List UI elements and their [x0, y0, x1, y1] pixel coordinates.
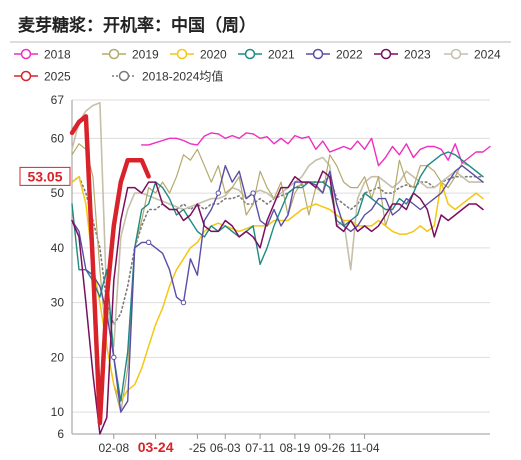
- value-callout: 53.05: [19, 166, 71, 186]
- legend-label: 2022: [336, 48, 363, 62]
- series-line-2025: [69, 114, 151, 426]
- y-tick-label: 60: [51, 131, 65, 145]
- series-line-2020: [71, 175, 484, 402]
- legend-label: 2018-2024均值: [142, 69, 223, 84]
- y-tick-label: 20: [51, 350, 65, 364]
- x-axis: 02-08 03-24 -25 06-03 07-11 08-19 09-26 11-04: [72, 433, 490, 455]
- y-tick-label: 10: [51, 405, 65, 419]
- legend-marker: [244, 48, 256, 60]
- legend-marker: [108, 48, 120, 60]
- legend-marker: [118, 70, 130, 82]
- y-tick-label: 6: [57, 427, 64, 441]
- y-axis: 6 10 20 30 40 50 60 67: [51, 93, 73, 441]
- legend-item-2019: 2019: [102, 48, 159, 62]
- value-callout-label: 53.05: [27, 168, 62, 184]
- series-line-2022: [71, 164, 484, 413]
- y-tick-label: 67: [51, 93, 65, 107]
- x-tick-label: -25: [189, 441, 207, 455]
- series-line-2023: [71, 170, 484, 435]
- x-tick-label: 06-03: [210, 441, 241, 455]
- series-marker-2022: [145, 239, 152, 246]
- series-marker-2022: [250, 190, 256, 196]
- value-callout-box: [19, 166, 71, 186]
- x-tick-label: 02-08: [98, 441, 129, 455]
- legend-marker: [450, 48, 462, 60]
- legend-item-2018-2024: 2018-2024均值: [112, 69, 223, 84]
- legend-marker: [20, 48, 32, 60]
- legend-label: 2020: [200, 48, 227, 62]
- legend-label: 2024: [474, 48, 501, 62]
- x-tick-label: 11-04: [350, 441, 380, 455]
- legend-item-2021: 2021: [238, 48, 295, 62]
- legend-marker: [20, 70, 32, 82]
- legend-item-2023: 2023: [374, 48, 431, 62]
- y-tick-label: 30: [51, 296, 65, 310]
- legend-label: 2018: [44, 48, 71, 62]
- legend-marker: [312, 48, 324, 60]
- series-line-2018: [140, 132, 491, 167]
- legend-item-2024: 2024: [444, 48, 501, 62]
- legend-item-2020: 2020: [170, 48, 227, 62]
- legend-label: 2025: [44, 70, 71, 84]
- series-line-2024: [71, 101, 484, 348]
- legend-label: 2019: [132, 48, 159, 62]
- legend-label: 2021: [268, 48, 295, 62]
- x-tick-label-current: 03-24: [138, 439, 174, 455]
- legend-marker: [380, 48, 392, 60]
- chart-title: 麦芽糖浆：开机率：中国（周）: [18, 15, 256, 35]
- legend: 2018 2019 2020 2021 2022 2023 2024 2025 2018-202…: [14, 48, 501, 84]
- legend-item-2025: 2025: [14, 70, 71, 84]
- legend-label: 2023: [404, 48, 431, 62]
- legend-item-2018: 2018: [14, 48, 71, 62]
- y-tick-label: 50: [51, 186, 65, 200]
- x-tick-label: 08-19: [280, 441, 311, 455]
- series-marker-2022: [180, 299, 187, 306]
- series-marker-2022: [111, 354, 117, 361]
- plot-area: [69, 101, 491, 435]
- series-line-2019: [71, 143, 484, 413]
- series-marker-2022: [215, 190, 222, 196]
- legend-marker: [176, 48, 188, 60]
- x-tick-label: 07-11: [245, 441, 275, 455]
- y-tick-label: 40: [51, 241, 65, 255]
- legend-item-2022: 2022: [306, 48, 363, 62]
- x-tick-label: 09-26: [314, 441, 345, 455]
